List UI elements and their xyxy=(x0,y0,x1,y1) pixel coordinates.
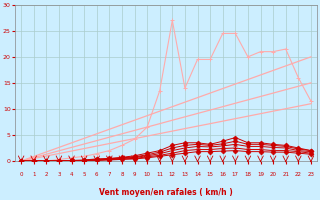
X-axis label: Vent moyen/en rafales ( km/h ): Vent moyen/en rafales ( km/h ) xyxy=(99,188,233,197)
